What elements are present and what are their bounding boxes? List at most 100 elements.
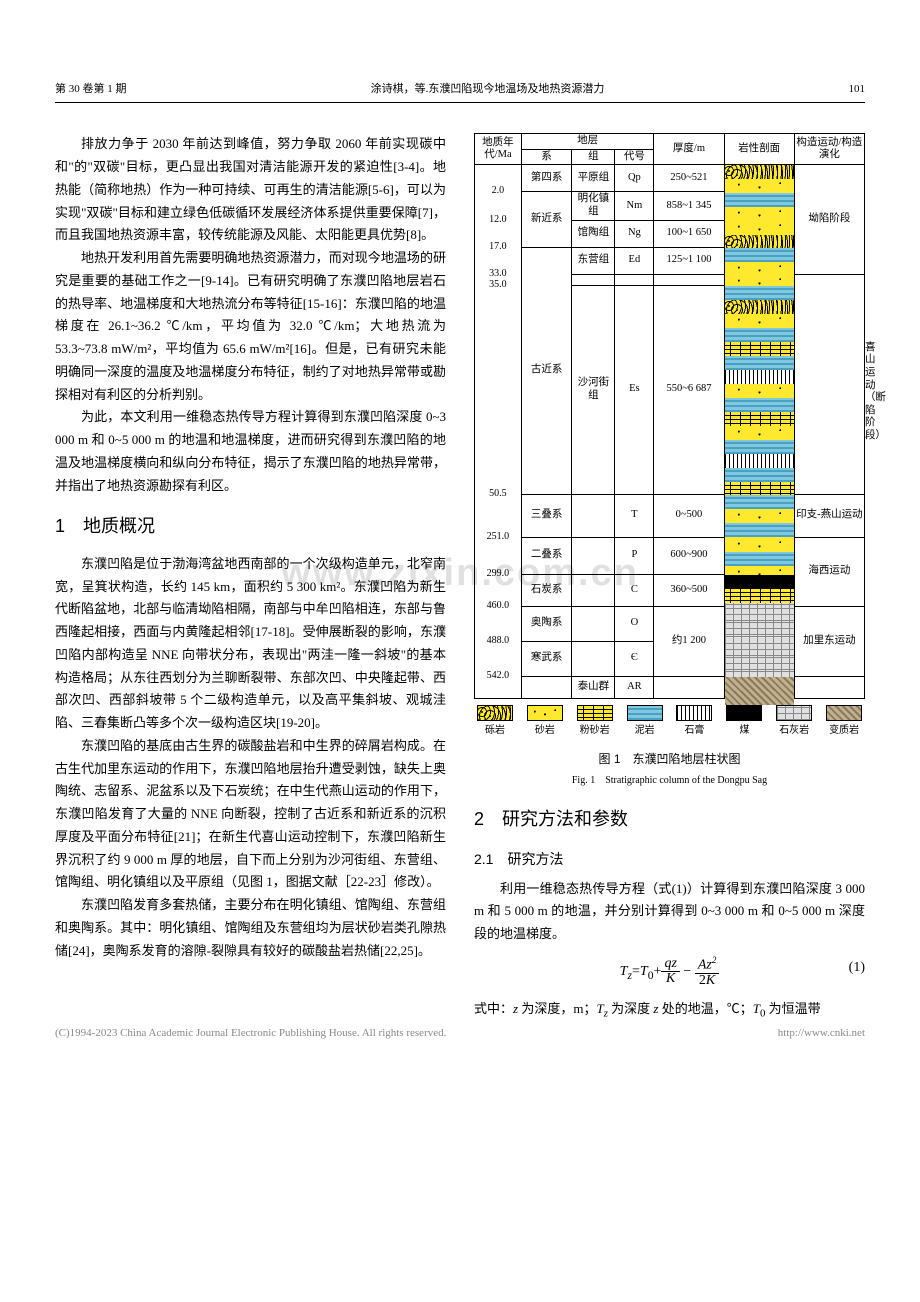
- code-cell: Ng: [615, 220, 654, 247]
- code-cell: T: [615, 494, 654, 537]
- paragraph: 式中：z 为深度，m；Tz 为深度 z 处的地温，℃；T0 为恒温带: [474, 998, 865, 1024]
- lithology-cell: [724, 606, 794, 641]
- thickness-cell: [654, 676, 724, 698]
- lithology-cell: [724, 574, 794, 606]
- thickness-cell: 250~521: [654, 165, 724, 192]
- lithology-cell: [724, 641, 794, 676]
- paragraph: 为此，本文利用一维稳态热传导方程计算得到东濮凹陷深度 0~3 000 m 和 0…: [55, 406, 446, 497]
- legend-label: 泥岩: [635, 722, 655, 740]
- legend-swatch: [776, 705, 812, 721]
- legend-label: 砾岩: [485, 722, 505, 740]
- system-cell: 二叠系: [521, 537, 572, 574]
- lithology-cell: [724, 247, 794, 274]
- paragraph: 东濮凹陷发育多套热储，主要分布在明化镇组、馆陶组、东营组和奥陶系。其中：明化镇组…: [55, 894, 446, 962]
- age-cell: 50.5: [475, 285, 522, 494]
- formation-cell: 泰山群: [572, 676, 615, 698]
- th-age: 地质年代/Ma: [475, 134, 522, 165]
- code-cell: C: [615, 574, 654, 606]
- right-column: 地质年代/Ma 地层 厚度/m 岩性剖面 构造运动/构造演化 系 组 代号 2.…: [474, 133, 865, 1023]
- th-system: 系: [521, 149, 572, 165]
- footer-right: http://www.cnki.net: [778, 1024, 865, 1043]
- legend-item: 石膏: [676, 705, 712, 740]
- section-heading: 2 研究方法和参数: [474, 804, 865, 836]
- section-heading: 1 地质概况: [55, 511, 446, 543]
- legend-label: 粉砂岩: [580, 722, 610, 740]
- thickness-cell: 600~900: [654, 537, 724, 574]
- th-strata: 地层: [521, 134, 654, 150]
- header-center: 涂诗棋，等.东濮凹陷现今地温场及地热资源潜力: [371, 80, 605, 99]
- formation-cell: 明化镇组: [572, 192, 615, 220]
- thickness-cell: [654, 274, 724, 285]
- tectonic-cell: 加里东运动: [794, 606, 864, 676]
- lithology-cell: [724, 285, 794, 494]
- formation-cell: [572, 641, 615, 676]
- code-cell: Nm: [615, 192, 654, 220]
- tectonic-cell: 海西运动: [794, 537, 864, 606]
- age-cell: 299.0: [475, 537, 522, 574]
- lithology-cell: [724, 676, 794, 698]
- legend-swatch: [527, 705, 563, 721]
- formation-cell: 馆陶组: [572, 220, 615, 247]
- lithology-cell: [724, 274, 794, 285]
- formation-cell: [572, 537, 615, 574]
- legend-swatch: [477, 705, 513, 721]
- legend-label: 变质岩: [829, 722, 859, 740]
- legend-label: 石灰岩: [779, 722, 809, 740]
- legend-item: 粉砂岩: [577, 705, 613, 740]
- formation-cell: [572, 574, 615, 606]
- th-lith: 岩性剖面: [724, 134, 794, 165]
- lithology-cell: [724, 494, 794, 537]
- paragraph: 东濮凹陷的基底由古生界的碳酸盐岩和中生界的碎屑岩构成。在古生代加里东运动的作用下…: [55, 735, 446, 894]
- formation-cell: [572, 274, 615, 285]
- tectonic-cell: [794, 676, 864, 698]
- legend-item: 泥岩: [627, 705, 663, 740]
- age-cell: 2.0: [475, 165, 522, 192]
- code-cell: [615, 274, 654, 285]
- system-cell: 第四系: [521, 165, 572, 192]
- legend-item: 变质岩: [826, 705, 862, 740]
- age-cell: 251.0: [475, 494, 522, 537]
- formation-cell: 东营组: [572, 247, 615, 274]
- lithology-cell: [724, 537, 794, 574]
- code-cell: AR: [615, 676, 654, 698]
- legend-item: 砂岩: [527, 705, 563, 740]
- paragraph: 地热开发利用首先需要明确地热资源潜力，而对现今地温场的研究是重要的基础工作之一[…: [55, 247, 446, 406]
- system-cell: 寒武系: [521, 641, 572, 676]
- code-cell: O: [615, 606, 654, 641]
- legend-label: 砂岩: [535, 722, 555, 740]
- thickness-cell: 858~1 345: [654, 192, 724, 220]
- th-code: 代号: [615, 149, 654, 165]
- legend-swatch: [627, 705, 663, 721]
- system-cell: 石炭系: [521, 574, 572, 606]
- legend-swatch: [676, 705, 712, 721]
- code-cell: Є: [615, 641, 654, 676]
- page-footer: (C)1994-2023 China Academic Journal Elec…: [55, 1024, 865, 1043]
- legend-item: 煤: [726, 705, 762, 740]
- tectonic-cell: 坳陷阶段: [794, 165, 864, 274]
- lithology-cell: [724, 220, 794, 247]
- system-cell: 新近系: [521, 192, 572, 247]
- legend-item: 石灰岩: [776, 705, 812, 740]
- header-right: 101: [849, 80, 866, 99]
- lithology-legend: 砾岩 砂岩 粉砂岩 泥岩 石膏煤石灰岩 变质岩: [474, 705, 865, 740]
- formation-cell: [572, 494, 615, 537]
- thickness-cell: 360~500: [654, 574, 724, 606]
- thickness-cell: 100~1 650: [654, 220, 724, 247]
- figure-caption-en: Fig. 1 Stratigraphic column of the Dongp…: [474, 772, 865, 790]
- figure-caption: 图 1 东濮凹陷地层柱状图: [474, 749, 865, 770]
- thickness-cell: 0~500: [654, 494, 724, 537]
- stratigraphic-table: 地质年代/Ma 地层 厚度/m 岩性剖面 构造运动/构造演化 系 组 代号 2.…: [474, 133, 865, 698]
- legend-swatch: [726, 705, 762, 721]
- thickness-cell: 约1 200: [654, 606, 724, 676]
- formation-cell: 平原组: [572, 165, 615, 192]
- lithology-cell: [724, 165, 794, 192]
- legend-item: 砾岩: [477, 705, 513, 740]
- left-column: 排放力争于 2030 年前达到峰值，努力争取 2060 年前实现碳中和"的"双碳…: [55, 133, 446, 1023]
- tectonic-cell: 印支-燕山运动: [794, 494, 864, 537]
- code-cell: Ed: [615, 247, 654, 274]
- thickness-cell: 550~6 687: [654, 285, 724, 494]
- th-formation: 组: [572, 149, 615, 165]
- header-left: 第 30 卷第 1 期: [55, 80, 127, 99]
- lithology-cell: [724, 192, 794, 220]
- system-cell: 古近系: [521, 247, 572, 494]
